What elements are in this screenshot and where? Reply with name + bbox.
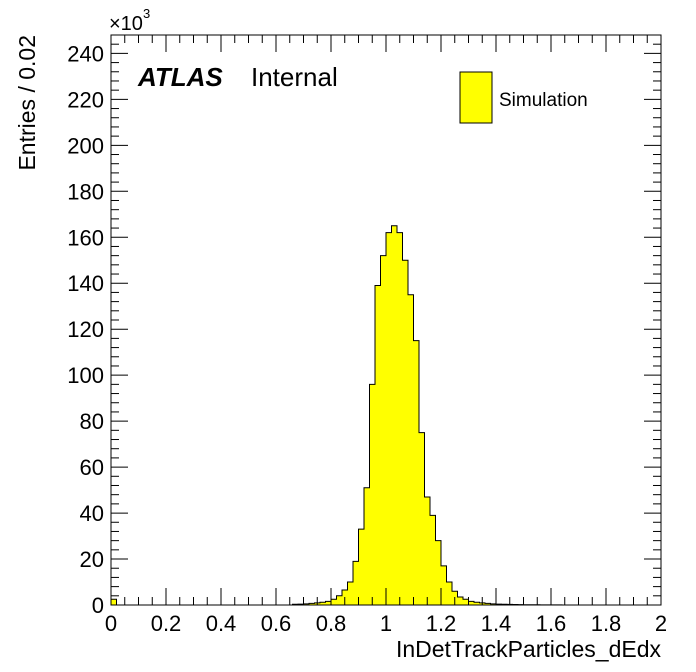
atlas-label: ATLAS <box>137 62 223 92</box>
y-tick-label: 220 <box>67 87 104 112</box>
y-axis-ticks <box>111 34 661 606</box>
y-tick-label: 200 <box>67 133 104 158</box>
histogram-bin <box>468 601 474 605</box>
histogram-bin <box>408 294 414 605</box>
y-axis-tick-labels: 0 20 40 60 80 100 120 140 160 180 200 220 240 <box>67 41 104 618</box>
y-tick-label: 20 <box>80 547 104 572</box>
x-tick-label: 0.8 <box>316 611 347 636</box>
y-tick-label: 40 <box>80 501 104 526</box>
x-tick-label: 0.2 <box>151 611 182 636</box>
x-tick-label: 2 <box>655 611 667 636</box>
histogram-bin <box>320 602 326 605</box>
y-tick-label: 0 <box>92 593 104 618</box>
histogram-bin <box>375 285 381 605</box>
histogram-bin <box>424 496 430 605</box>
histogram-bin <box>457 596 463 605</box>
histogram-bin <box>419 432 425 605</box>
histogram-bin <box>446 582 452 605</box>
y-tick-label: 60 <box>80 455 104 480</box>
x-tick-label: 1.6 <box>536 611 567 636</box>
y-tick-label: 100 <box>67 363 104 388</box>
histogram-bin <box>386 232 392 605</box>
histogram-bin <box>463 599 469 605</box>
histogram-bin <box>402 260 408 605</box>
x-tick-label: 1.8 <box>591 611 622 636</box>
histogram-bin <box>441 565 447 605</box>
internal-label: Internal <box>251 62 338 92</box>
histogram-bars <box>111 225 563 606</box>
y-axis-multiplier-exponent: 3 <box>143 6 150 21</box>
histogram-bin <box>331 599 337 605</box>
y-tick-label: 120 <box>67 317 104 342</box>
histogram-bin <box>358 529 364 605</box>
y-tick-label: 140 <box>67 271 104 296</box>
x-tick-label: 1.4 <box>481 611 512 636</box>
histogram-bin <box>325 601 331 605</box>
x-tick-label: 0.4 <box>206 611 237 636</box>
y-tick-label: 80 <box>80 409 104 434</box>
histogram-bin <box>380 255 386 606</box>
histogram-bin <box>309 603 315 605</box>
x-tick-label: 1.2 <box>426 611 457 636</box>
histogram-bin <box>397 232 403 605</box>
histogram-bin <box>485 603 491 605</box>
histogram-bin <box>430 515 436 605</box>
histogram-bin <box>111 599 117 605</box>
x-axis-title: InDetTrackParticles_dEdx <box>396 636 662 662</box>
y-tick-label: 160 <box>67 225 104 250</box>
y-axis-multiplier: ×10 <box>109 13 143 35</box>
x-axis-tick-labels: 0 0.2 0.4 0.6 0.8 1 1.2 1.4 1.6 1.8 2 <box>105 611 667 636</box>
histogram-bin <box>369 384 375 605</box>
x-tick-label: 0.6 <box>261 611 292 636</box>
histogram-bin <box>303 603 309 605</box>
histogram-outline <box>111 225 563 606</box>
y-tick-label: 180 <box>67 179 104 204</box>
y-tick-label: 240 <box>67 41 104 66</box>
histogram-bin <box>435 540 441 605</box>
histogram-bin <box>353 561 359 605</box>
legend-entry-simulation: Simulation <box>499 90 588 111</box>
histogram-bin <box>490 603 496 605</box>
x-tick-label: 1 <box>380 611 392 636</box>
y-axis-title: Entries / 0.02 <box>14 35 40 171</box>
histogram-bin <box>474 602 480 605</box>
x-tick-label: 0 <box>105 611 117 636</box>
legend-swatch-simulation <box>459 71 493 124</box>
histogram-bin <box>391 225 397 606</box>
legend: Simulation <box>459 71 588 124</box>
histogram-bin <box>336 595 342 605</box>
histogram-bin <box>364 487 370 605</box>
histogram-bin <box>413 340 419 605</box>
histogram-bin <box>347 582 353 605</box>
x-axis-ticks <box>110 35 662 605</box>
